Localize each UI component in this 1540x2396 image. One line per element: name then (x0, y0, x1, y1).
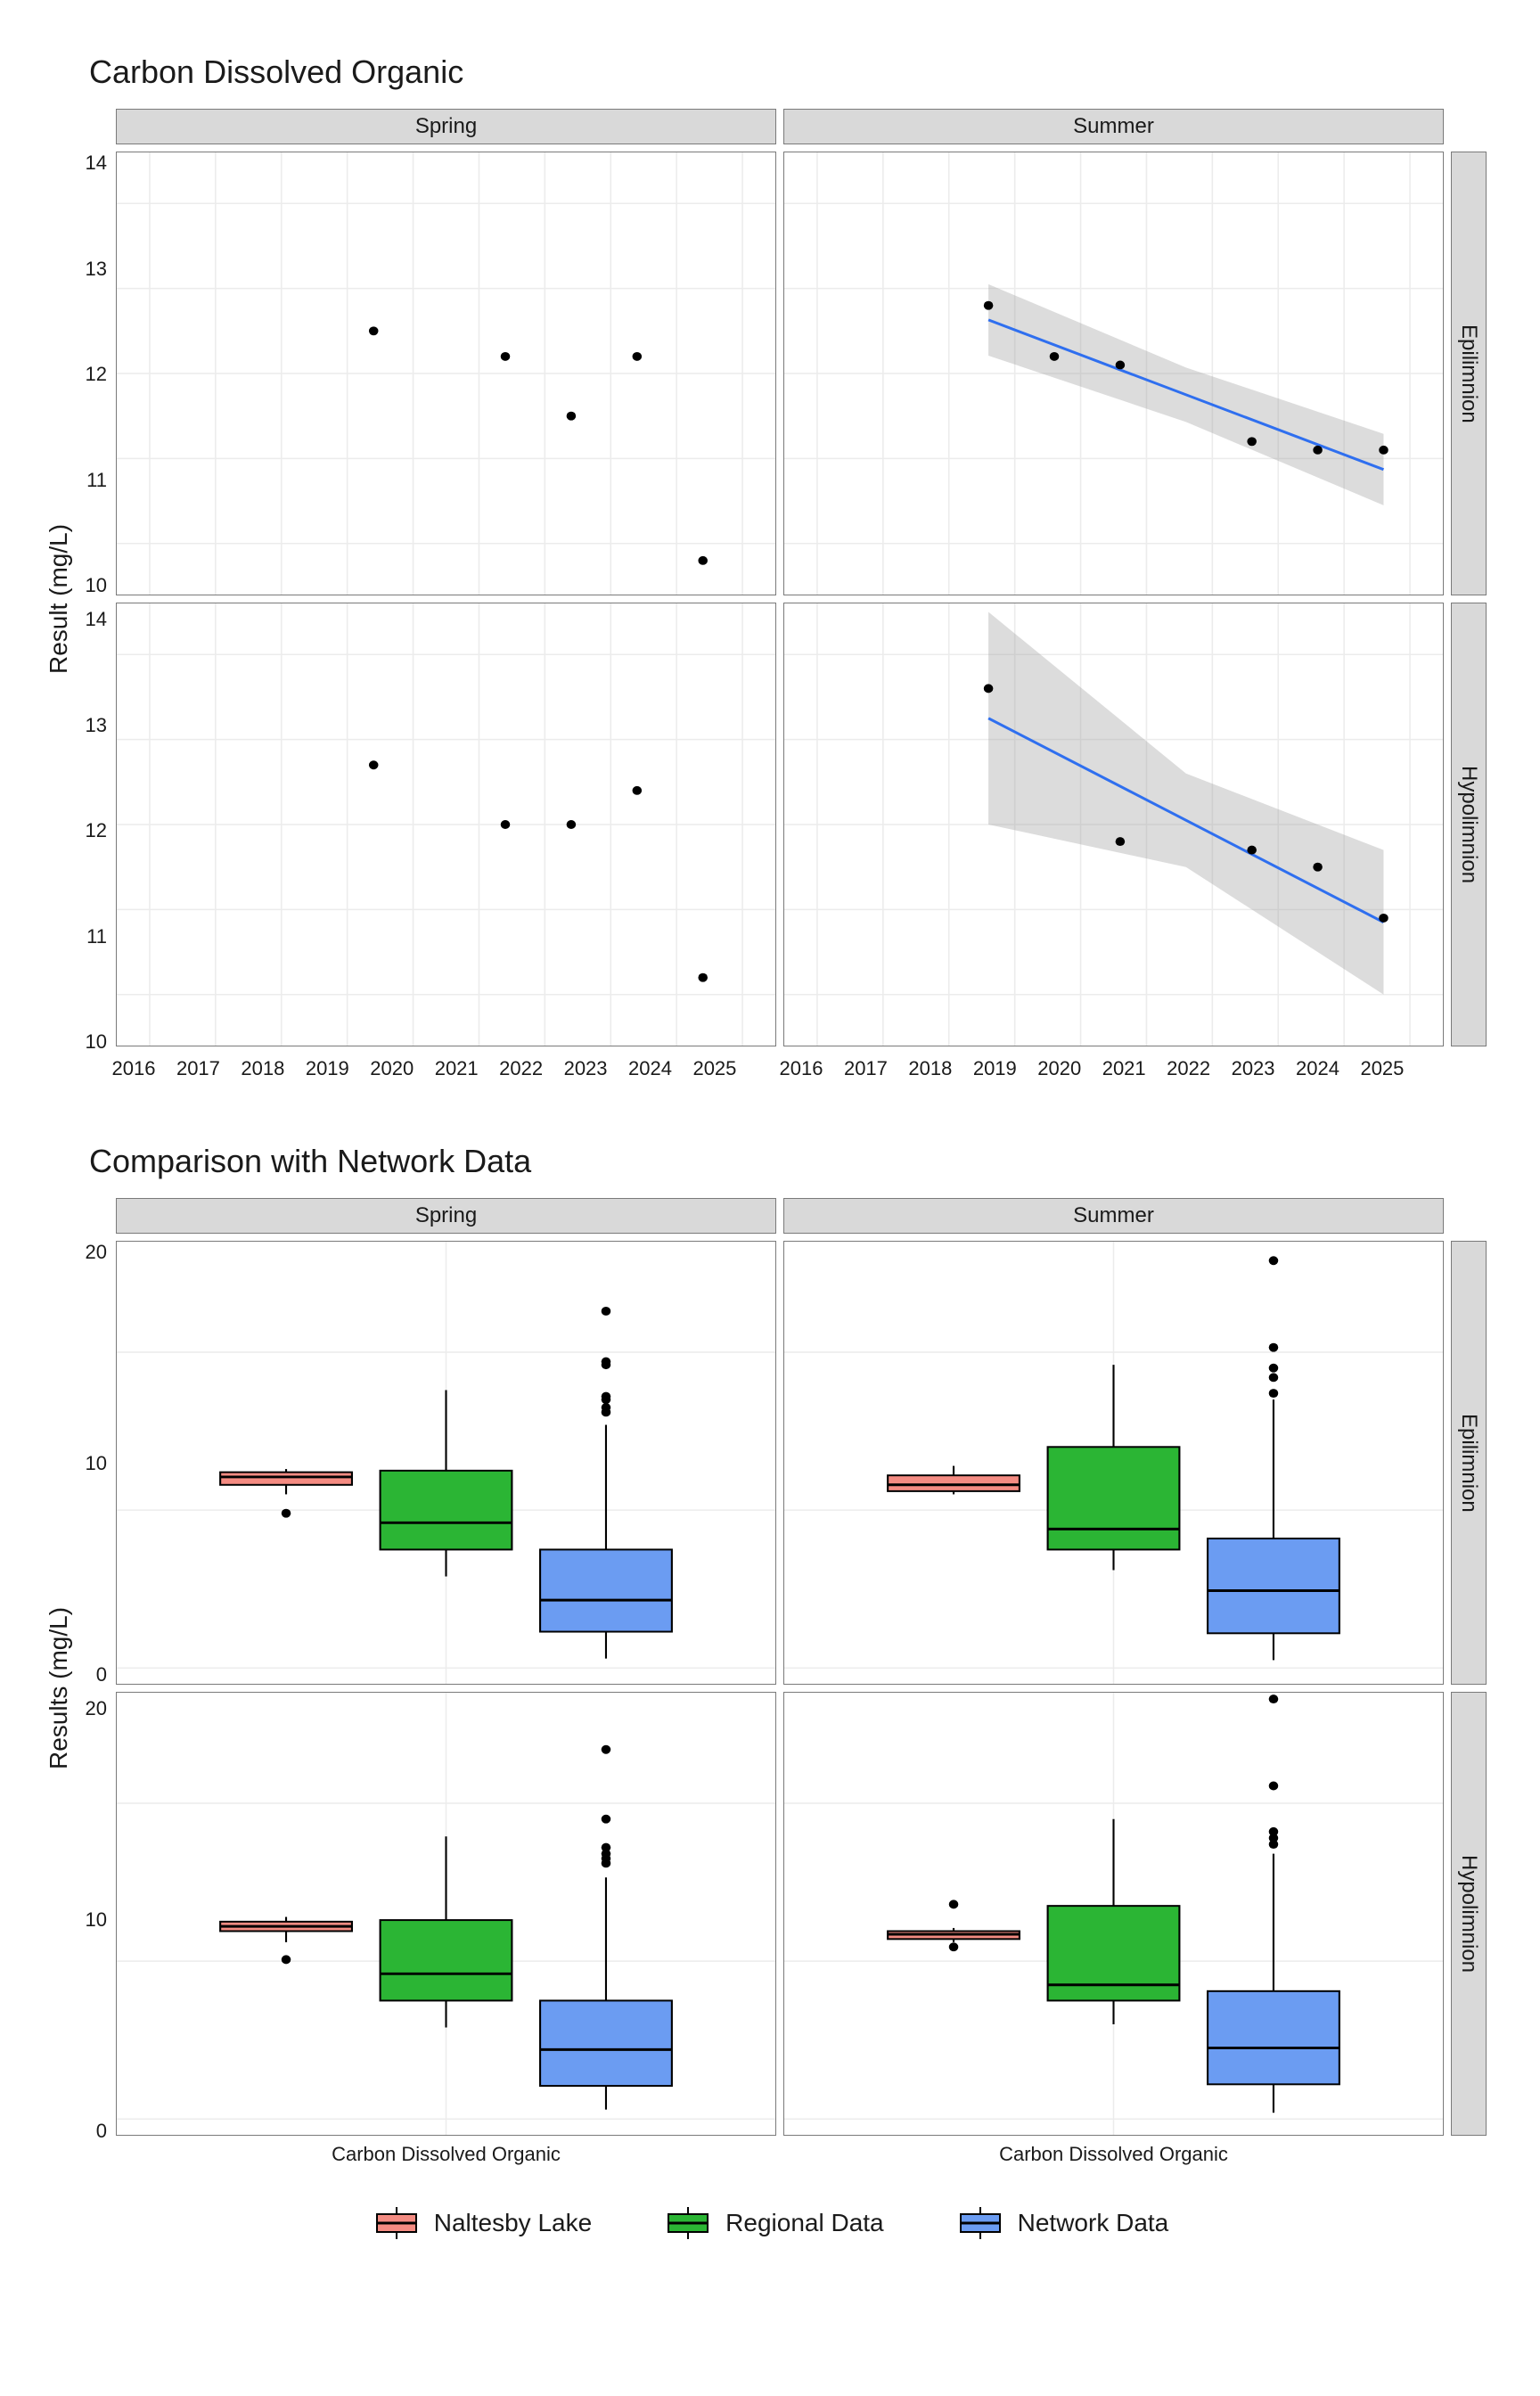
c1-yticks-row1: 1413121110 (53, 608, 107, 1054)
c1-panel-spring-hypo (116, 603, 776, 1046)
c2-panel-spring-epi (116, 1241, 776, 1685)
c2-strip-row-0: Epilimnion (1451, 1241, 1487, 1685)
legend-label-0: Naltesby Lake (434, 2209, 592, 2237)
legend: Naltesby Lake Regional Data Network Data (53, 2205, 1487, 2241)
chart2-title: Comparison with Network Data (89, 1143, 1487, 1180)
c2-xlabel-left: Carbon Dissolved Organic (116, 2143, 776, 2179)
c2-strip-row-1: Hypolimnion (1451, 1692, 1487, 2136)
legend-label-2: Network Data (1018, 2209, 1169, 2237)
c1-panel-summer-hypo (783, 603, 1444, 1046)
legend-swatch-0 (372, 2205, 422, 2241)
legend-swatch-1 (663, 2205, 713, 2241)
legend-item-1: Regional Data (663, 2205, 883, 2241)
c2-yticks-row1: 20100 (53, 1697, 107, 2143)
c2-yticks-row0: 20100 (53, 1241, 107, 1686)
c2-panel-spring-hypo (116, 1692, 776, 2136)
c1-xticks-right: 2016201720182019202020212022202320242025 (783, 1054, 1444, 1089)
legend-item-2: Network Data (955, 2205, 1169, 2241)
chart1-facets: Result (mg/L) Spring Summer Epilimnion H… (116, 109, 1487, 1089)
legend-swatch-2 (955, 2205, 1005, 2241)
chart2-facets: Results (mg/L) Spring Summer Epilimnion … (116, 1198, 1487, 2179)
chart1-title: Carbon Dissolved Organic (89, 53, 1487, 91)
c1-panel-spring-epi (116, 152, 776, 595)
c2-strip-col-0: Spring (116, 1198, 776, 1234)
c1-yticks-row0: 1413121110 (53, 152, 107, 597)
c2-panel-summer-hypo (783, 1692, 1444, 2136)
c1-xticks-left: 2016201720182019202020212022202320242025 (116, 1054, 776, 1089)
c2-xlabel-right: Carbon Dissolved Organic (783, 2143, 1444, 2179)
c1-strip-col-1: Summer (783, 109, 1444, 144)
c1-strip-col-0: Spring (116, 109, 776, 144)
c1-strip-row-1: Hypolimnion (1451, 603, 1487, 1046)
legend-item-0: Naltesby Lake (372, 2205, 592, 2241)
c1-strip-row-0: Epilimnion (1451, 152, 1487, 595)
c2-panel-summer-epi (783, 1241, 1444, 1685)
legend-label-1: Regional Data (725, 2209, 883, 2237)
c2-strip-col-1: Summer (783, 1198, 1444, 1234)
c1-panel-summer-epi (783, 152, 1444, 595)
